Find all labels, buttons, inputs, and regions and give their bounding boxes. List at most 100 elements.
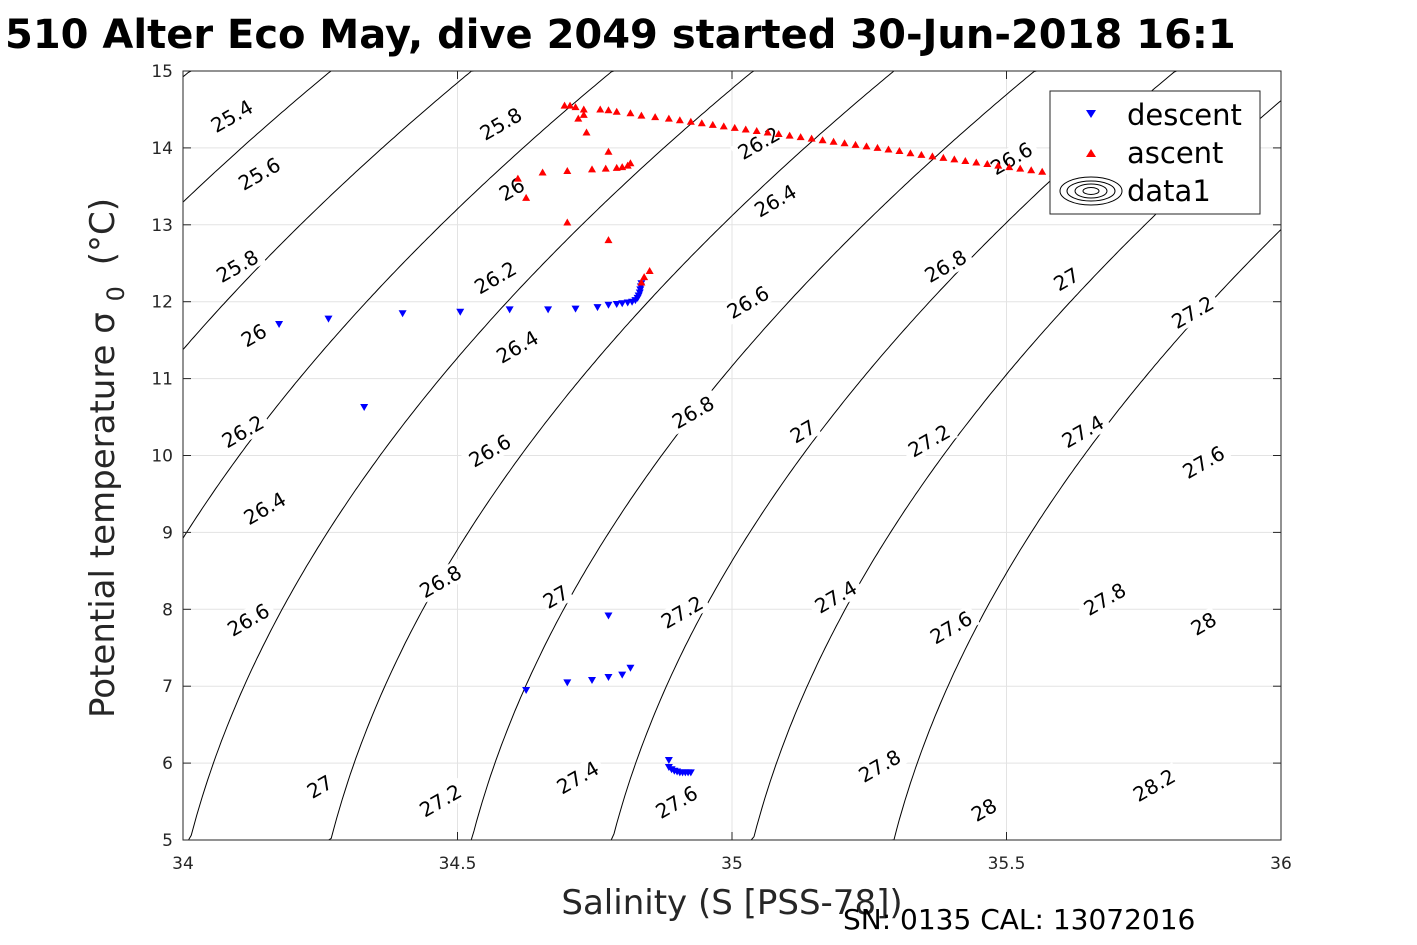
y-tick-label: 11 xyxy=(151,370,173,390)
ascent-point xyxy=(675,116,684,124)
ascent-point xyxy=(741,125,750,133)
contour-label-bg xyxy=(916,243,975,290)
ascent-point xyxy=(637,278,646,286)
x-tick-label: 34 xyxy=(172,854,194,874)
ascent-point xyxy=(862,142,871,150)
descent-point xyxy=(522,687,531,695)
ascent-point xyxy=(651,113,660,121)
legend-contour-icon xyxy=(1059,176,1123,206)
descent-point xyxy=(612,301,621,309)
descent-point xyxy=(275,321,284,329)
contour-label-bg xyxy=(1054,408,1112,455)
ascent-point xyxy=(522,193,531,201)
ascent-point xyxy=(851,140,860,148)
x-tick-label: 36 xyxy=(1270,854,1292,874)
y-axis-label-subscript: 0 xyxy=(102,286,130,301)
ascent-point xyxy=(640,273,649,281)
ascent-point xyxy=(563,166,572,174)
ascent-point xyxy=(571,103,580,111)
contour-label-bg xyxy=(1174,439,1233,486)
legend-ascent-label: ascent xyxy=(1127,136,1223,170)
ascent-point xyxy=(579,105,588,113)
contour-label-bg xyxy=(922,604,980,651)
contour-label-bg xyxy=(548,754,607,801)
contour-label-bg xyxy=(982,135,1041,182)
ascent-point xyxy=(917,150,926,158)
ascent-point xyxy=(928,152,937,160)
ascent-point xyxy=(582,128,591,136)
ascent-point xyxy=(840,139,849,147)
ascent-point xyxy=(785,131,794,139)
legend-descent-label: descent xyxy=(1127,98,1242,132)
ascent-point xyxy=(513,174,522,182)
y-tick-label: 15 xyxy=(151,62,173,82)
contour-label-bg xyxy=(235,318,273,353)
descent-point xyxy=(618,671,627,679)
descent-point xyxy=(360,404,369,412)
ascent-point xyxy=(961,156,970,164)
ascent-point xyxy=(566,101,575,109)
contour-label-bg xyxy=(488,323,547,370)
ascent-point xyxy=(1027,166,1036,174)
x-tick-label: 35 xyxy=(721,854,743,874)
contour-line-27.2 xyxy=(183,70,848,841)
contour-labels: 25.425.625.82626.226.426.62725.82626.226… xyxy=(203,93,1233,827)
y-tick-label: 8 xyxy=(162,600,173,620)
descent-point xyxy=(604,301,613,309)
footer-serial-calibration: SN: 0135 CAL: 13072016 xyxy=(843,903,1195,936)
ascent-point xyxy=(560,101,569,109)
contour-label-bg xyxy=(537,579,575,614)
descent-point xyxy=(635,289,644,297)
contour-label-bg xyxy=(730,120,788,167)
legend: descent ascent data1 xyxy=(1049,90,1261,215)
contour-label-bg xyxy=(230,150,289,197)
y-tick-label: 6 xyxy=(162,754,173,774)
x-tick-label: 34.5 xyxy=(439,854,477,874)
ascent-point xyxy=(873,143,882,151)
ascent-point xyxy=(664,114,673,122)
contour-label-bg xyxy=(647,779,706,826)
ascent-point xyxy=(708,120,717,128)
ascent-point xyxy=(796,133,805,141)
y-tick-label: 10 xyxy=(151,447,173,467)
y-tick-label: 12 xyxy=(151,293,173,313)
legend-descent-marker xyxy=(1086,110,1096,118)
contour-label-bg xyxy=(214,408,272,455)
contour-label-bg xyxy=(746,177,805,224)
ascent-point xyxy=(686,117,695,125)
descent-point xyxy=(626,664,635,672)
ascent-point xyxy=(763,128,772,136)
ascent-point xyxy=(563,218,572,226)
y-axis-label: Potential temperature σ 0 (°C) xyxy=(83,198,133,718)
chart-title: 510 Alter Eco May, dive 2049 started 30-… xyxy=(5,12,1236,58)
descent-point xyxy=(563,679,572,687)
contour-label-bg xyxy=(965,792,1003,827)
legend-data1-label: data1 xyxy=(1127,174,1211,208)
contour-label-bg xyxy=(664,389,722,436)
ascent-point xyxy=(730,123,739,131)
descent-point xyxy=(604,612,613,620)
axis-ticks: 34 34.5 35 35.5 36 5 6 7 8 9 10 11 12 13 14 15 xyxy=(151,62,1291,874)
contour-label-bg xyxy=(1163,289,1222,336)
ascent-point xyxy=(626,159,635,167)
contour-label-bg xyxy=(1047,262,1085,297)
contour-label-bg xyxy=(653,589,711,636)
data-points xyxy=(275,101,1102,777)
ascent-point xyxy=(774,130,783,138)
ascent-point xyxy=(972,158,981,166)
ascent-point xyxy=(1005,163,1014,171)
contour-label-bg xyxy=(806,573,865,620)
descent-point xyxy=(324,315,333,323)
contour-label-bg xyxy=(784,414,822,449)
contour-label-bg xyxy=(411,777,470,824)
ascent-point xyxy=(994,161,1003,169)
descent-point xyxy=(571,305,580,313)
ascent-point xyxy=(601,164,610,172)
y-tick-label: 9 xyxy=(162,523,173,543)
descent-point xyxy=(505,306,514,314)
ascent-point xyxy=(596,105,605,113)
descent-point xyxy=(618,300,627,308)
ascent-point xyxy=(612,107,621,115)
y-tick-label: 7 xyxy=(162,677,173,697)
